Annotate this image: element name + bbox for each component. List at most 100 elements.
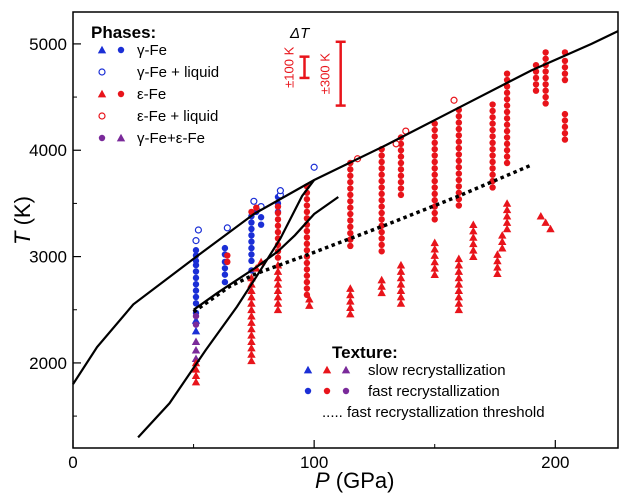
legend-marker (98, 68, 106, 76)
red-circle-point (378, 235, 385, 242)
legend-marker (304, 387, 312, 395)
red-circle-point (561, 76, 569, 84)
red-triangle-point (502, 199, 512, 207)
red-circle-point (303, 202, 311, 209)
red-triangle-point (273, 286, 283, 294)
red-circle-point (378, 177, 385, 185)
red-triangle-point (346, 284, 355, 292)
red-triangle-point (536, 211, 546, 220)
blue-circle-point (248, 219, 255, 226)
red-circle-point (378, 184, 385, 191)
red-circle-point (303, 195, 311, 203)
red-triangle-point (273, 280, 283, 288)
legend-phase-label: ε-Fe + liquid (137, 108, 218, 125)
red-circle-point (347, 191, 354, 199)
blue-circle-point (248, 225, 255, 233)
red-circle-point (503, 140, 511, 148)
legend-phases: Phases:γ-Fe γ-Fe + liquid ε-Fe ε-Fe + liqui… (91, 23, 219, 147)
legend-marker (303, 365, 313, 374)
red-circle-point (274, 228, 282, 236)
red-triangle-point (454, 299, 464, 307)
red-circle-point (253, 204, 260, 211)
red-triangle-point (305, 301, 314, 309)
red-triangle-point (493, 256, 502, 265)
red-circle-point (542, 49, 549, 56)
red-circle-point (503, 102, 511, 109)
red-triangle-point (273, 292, 283, 301)
red-triangle-point (396, 280, 406, 288)
red-circle-point (489, 165, 496, 172)
purple-triangle-point (191, 345, 201, 354)
red-circle-point (347, 210, 354, 218)
red-triangle-point (396, 292, 406, 301)
red-circle-point (431, 145, 438, 153)
red-circle-point (397, 147, 405, 154)
red-circle-point (274, 222, 282, 229)
red-circle-point (561, 64, 569, 71)
red-triangle-point (430, 264, 439, 272)
red-triangle-point (247, 299, 256, 307)
red-triangle-point (502, 205, 512, 214)
red-triangle-point (247, 343, 256, 352)
red-circle-point (455, 170, 463, 177)
red-triangle-point (377, 288, 386, 297)
red-triangle-point (247, 350, 256, 358)
legend-marker (117, 90, 125, 98)
red-circle-point (489, 139, 496, 146)
red-circle-point (532, 74, 540, 82)
red-triangle-point (469, 226, 478, 235)
red-circle-point (503, 96, 511, 103)
red-triangle-point (191, 377, 201, 386)
red-circle-point (397, 172, 405, 179)
red-circle-point (347, 204, 354, 211)
blue-open-circle-point (250, 197, 258, 205)
legend-texture-title: Texture: (332, 343, 398, 362)
legend-marker (97, 45, 107, 54)
red-circle-point (378, 190, 385, 198)
red-circle-point (542, 55, 549, 62)
red-triangle-point (247, 337, 256, 346)
red-circle-point (378, 228, 385, 236)
red-circle-point (455, 176, 463, 184)
red-circle-point (347, 229, 354, 237)
red-circle-point (431, 126, 438, 134)
red-circle-point (455, 125, 463, 133)
blue-circle-point (221, 278, 229, 286)
red-triangle-point (454, 286, 464, 294)
red-circle-point (503, 159, 511, 167)
red-circle-point (489, 184, 496, 191)
red-circle-point (347, 242, 354, 250)
red-circle-point (455, 113, 463, 120)
red-triangle-point (273, 273, 283, 282)
red-circle-point (489, 152, 496, 159)
legend-marker (117, 46, 125, 54)
red-circle-point (455, 202, 463, 209)
red-circle-point (489, 145, 496, 153)
red-circle-point (489, 133, 496, 140)
red-triangle-point (273, 299, 283, 307)
phase-boundary-lines (72, 30, 619, 439)
red-circle-point (378, 216, 385, 223)
red-circle-point (303, 266, 311, 273)
blue-circle-point (248, 251, 255, 258)
blue-open-circle-point (194, 226, 202, 234)
red-triangle-point (469, 246, 478, 254)
red-circle-point (274, 254, 282, 261)
red-circle-point (431, 171, 438, 178)
red-circle-point (455, 119, 463, 126)
red-triangle-point (377, 282, 386, 290)
red-triangle-point (454, 254, 464, 263)
red-circle-point (378, 241, 385, 249)
red-circle-point (378, 165, 385, 172)
red-circle-point (431, 133, 438, 140)
legend-marker (98, 112, 106, 120)
axis-ticks: 0 100 200 2000 3000 4000 5000 (29, 35, 569, 472)
red-circle-point (347, 198, 354, 205)
red-triangle-point (346, 290, 355, 299)
red-circle-point (303, 259, 311, 267)
red-triangle-point (502, 224, 512, 233)
red-circle-point (489, 114, 496, 121)
red-triangle-point (454, 273, 464, 282)
red-triangle-point (469, 220, 478, 229)
